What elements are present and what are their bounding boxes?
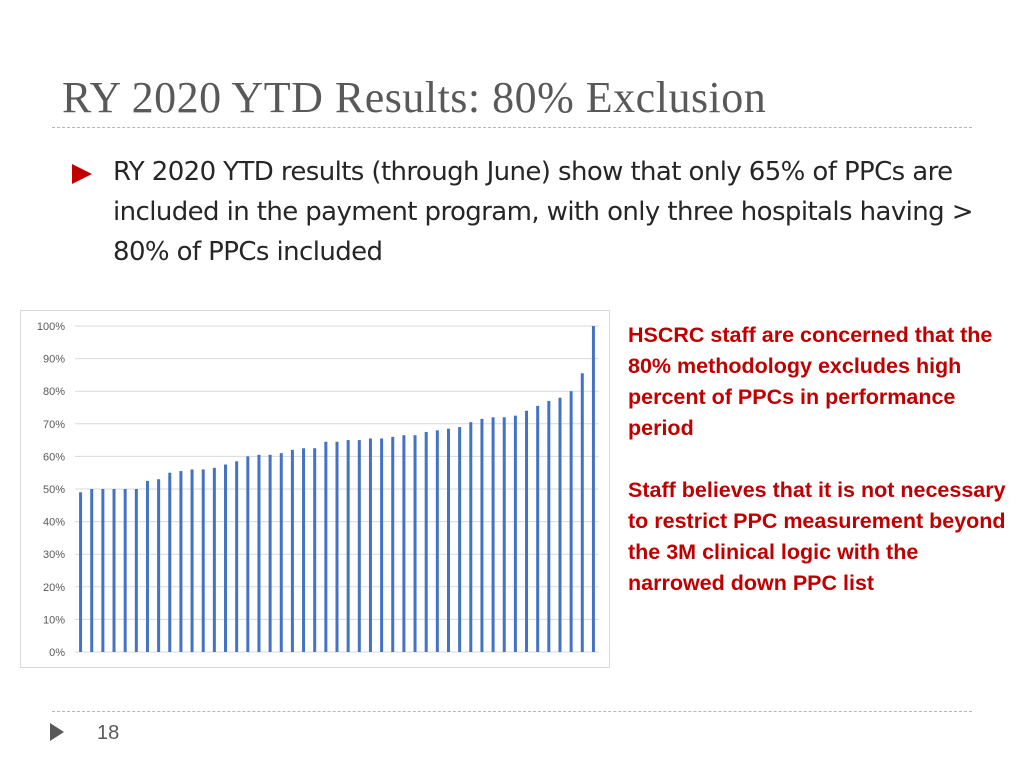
bar: [134, 489, 138, 652]
bar: [513, 415, 517, 652]
bar: [402, 435, 406, 652]
bar: [424, 431, 428, 652]
bar: [391, 436, 395, 652]
bar: [190, 469, 194, 652]
bar: [123, 489, 127, 652]
footer-arrow-icon: [50, 723, 64, 741]
bar: [446, 428, 450, 652]
bar: [380, 438, 384, 652]
bar: [525, 410, 529, 652]
title-divider: [52, 127, 972, 128]
bar: [279, 453, 283, 652]
y-tick-label: 50%: [43, 484, 65, 496]
bar: [168, 472, 172, 652]
bar: [480, 418, 484, 652]
bar: [469, 422, 473, 652]
bar: [112, 489, 116, 652]
bullet-text: RY 2020 YTD results (through June) show …: [113, 157, 973, 267]
y-tick-label: 10%: [43, 614, 65, 626]
y-tick-label: 0%: [49, 647, 65, 659]
bullet-arrow-icon: [72, 164, 92, 184]
bar: [458, 427, 462, 652]
y-tick-label: 60%: [43, 451, 65, 463]
bar: [246, 456, 250, 652]
bar: [101, 489, 105, 652]
bar: [224, 464, 228, 652]
bar: [235, 461, 239, 652]
footer-divider: [52, 711, 972, 712]
bar: [79, 492, 83, 652]
bar: [157, 479, 161, 652]
bar: [569, 391, 573, 652]
slide-title: RY 2020 YTD Results: 80% Exclusion: [62, 73, 767, 122]
bar: [357, 440, 361, 652]
y-tick-label: 80%: [43, 386, 65, 398]
bar: [257, 454, 261, 652]
bar: [502, 417, 506, 652]
callout-text: HSCRC staff are concerned that the 80% m…: [628, 323, 1006, 595]
bar: [491, 417, 495, 652]
y-axis: 0% 10% 20% 30% 40% 50% 60% 70% 80% 90% 100%: [37, 321, 65, 659]
bar: [302, 448, 306, 652]
page-number: 18: [97, 722, 120, 744]
bar: [268, 454, 272, 652]
bar: [313, 448, 317, 652]
chart-container: 0% 10% 20% 30% 40% 50% 60% 70% 80% 90% 100%: [20, 310, 610, 668]
bar: [290, 449, 294, 652]
bar: [335, 441, 339, 652]
bar: [536, 405, 540, 652]
bar-series: [79, 326, 595, 652]
bar: [201, 469, 205, 652]
bar: [346, 440, 350, 652]
bar: [179, 471, 183, 652]
bar: [558, 397, 562, 652]
bar: [413, 435, 417, 652]
bar: [580, 373, 584, 652]
bar-chart: 0% 10% 20% 30% 40% 50% 60% 70% 80% 90% 100%: [37, 321, 599, 659]
bar: [368, 438, 372, 652]
bar: [324, 441, 328, 652]
y-tick-label: 100%: [37, 321, 65, 333]
bar: [435, 430, 439, 652]
bar: [212, 467, 216, 652]
bar: [90, 489, 94, 652]
bar: [591, 326, 595, 652]
y-tick-label: 30%: [43, 549, 65, 561]
y-tick-label: 40%: [43, 517, 65, 529]
bar: [547, 400, 551, 652]
y-tick-label: 20%: [43, 582, 65, 594]
y-tick-label: 90%: [43, 354, 65, 366]
y-tick-label: 70%: [43, 419, 65, 431]
bar: [145, 480, 149, 652]
